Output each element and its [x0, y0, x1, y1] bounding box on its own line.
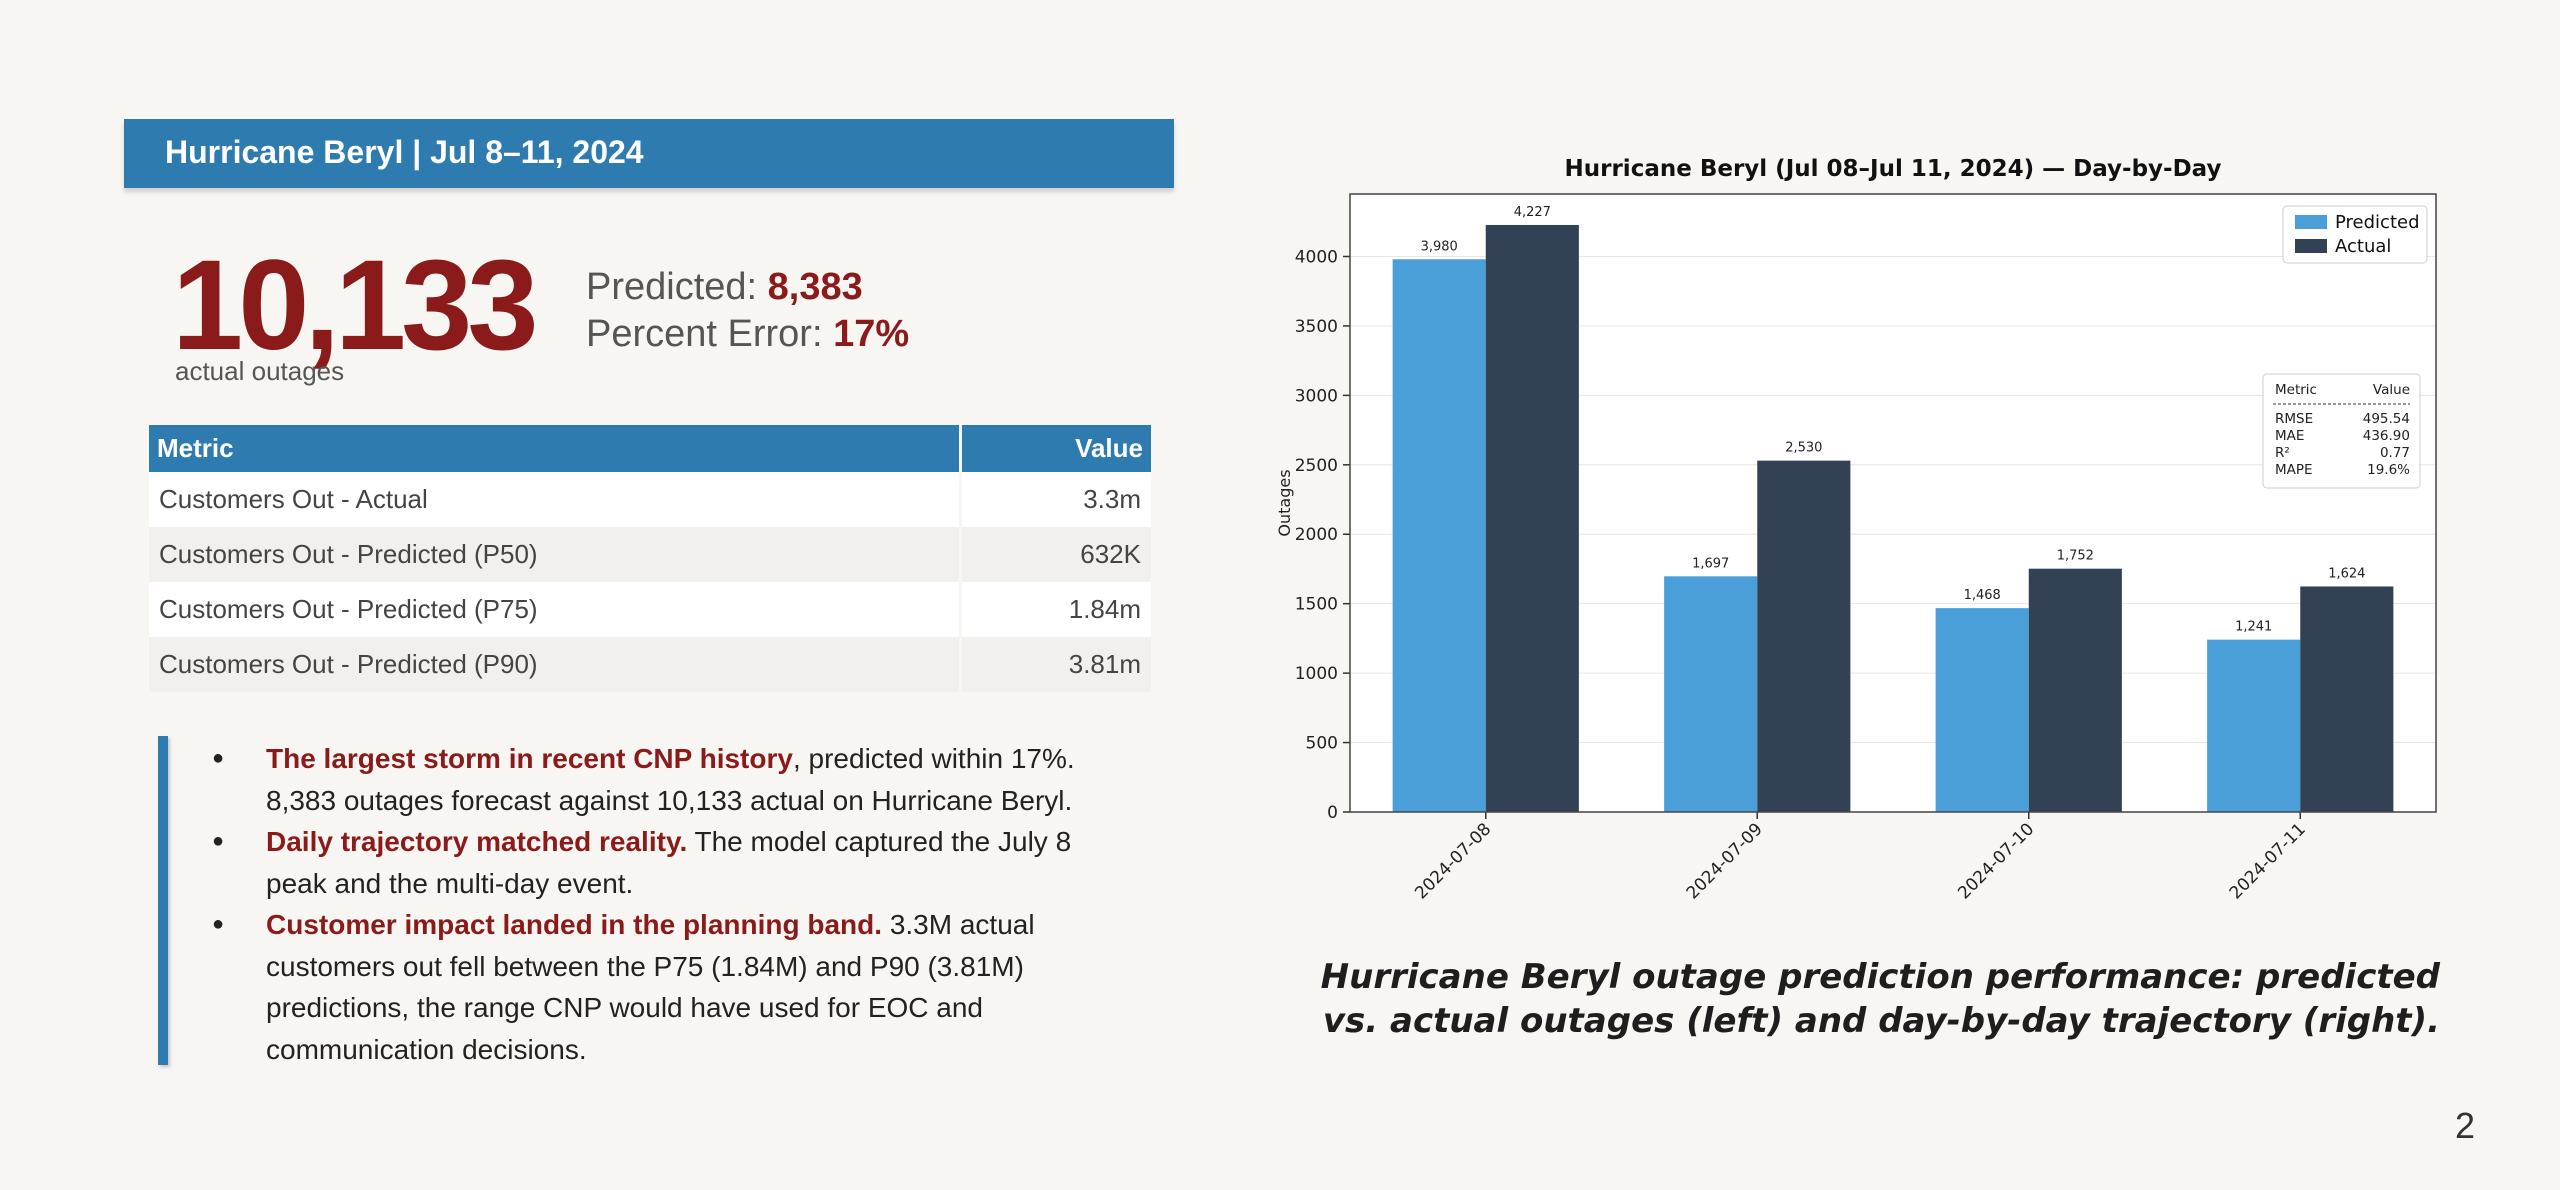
bullet-list: The largest storm in recent CNP history,… [212, 738, 1092, 1070]
bar [1664, 576, 1758, 812]
metrics-value: 495.54 [2363, 411, 2410, 427]
metrics-name: MAE [2275, 428, 2304, 444]
y-tick-label: 3000 [1295, 386, 1338, 406]
header-bar: Hurricane Beryl | Jul 8–11, 2024 [124, 119, 1174, 188]
bar [1392, 259, 1486, 812]
metrics-header: Metric [2275, 382, 2317, 398]
table-cell: 632K [959, 527, 1151, 582]
metrics-table: Metric Value Customers Out - Actual 3.3m Cu… [149, 425, 1151, 692]
bullet-bold: Daily trajectory matched reality. [266, 826, 688, 857]
chart: Hurricane Beryl (Jul 08–Jul 11, 2024) — … [1275, 156, 2437, 903]
legend-swatch [2295, 239, 2327, 253]
bullet: Customer impact landed in the planning b… [212, 904, 1092, 1070]
summary-label: Percent Error: [586, 313, 823, 355]
value-label: 1,624 [2328, 566, 2365, 581]
value-label: 1,468 [1964, 588, 2001, 603]
bullet: The largest storm in recent CNP history,… [212, 738, 1092, 821]
bullet-bold: The largest storm in recent CNP history [266, 743, 793, 774]
y-tick-label: 1000 [1295, 664, 1338, 684]
bullet-bold: Customer impact landed in the planning b… [266, 909, 883, 940]
axes-frame [1349, 193, 2437, 813]
headline-caption: actual outages [175, 356, 345, 386]
bar [2300, 586, 2394, 812]
y-tick-label: 2000 [1295, 525, 1338, 545]
bullet-text: 3.3M actual customers out fell between t… [266, 909, 1035, 1065]
headline-value: 10,133 [172, 234, 538, 377]
table-cell: Customers Out - Actual [149, 472, 961, 527]
summary-label: Predicted: [586, 266, 758, 308]
y-tick-label: 3500 [1295, 317, 1338, 337]
table-row: Customers Out - Actual 3.3m [149, 472, 1151, 527]
metrics-name: R² [2275, 445, 2290, 461]
caption: Hurricane Beryl outage prediction perfor… [1320, 957, 2440, 1041]
table-cell: 3.81m [959, 637, 1151, 692]
summary-line: Predicted: 8,383 [586, 266, 863, 309]
bar [2207, 639, 2301, 812]
bullet-text: , predicted within 17%. 8,383 outages fo… [266, 743, 1075, 816]
metrics-value: 0.77 [2380, 445, 2410, 461]
y-axis-label: Outages [1275, 469, 1294, 536]
x-tick-label: 2024-07-11 [2226, 819, 2310, 903]
x-tick-label: 2024-07-10 [1954, 819, 2038, 903]
bar [1485, 224, 1579, 813]
x-tick-label: 2024-07-08 [1411, 819, 1495, 903]
value-label: 2,530 [1785, 441, 1822, 456]
value-label: 1,241 [2235, 620, 2272, 635]
metrics-name: MAPE [2275, 462, 2313, 478]
bullet-text: The model captured the July 8 peak and t… [266, 826, 1072, 899]
table-cell: Customers Out - Predicted (P75) [149, 582, 961, 637]
legend-swatch [2295, 215, 2327, 229]
metrics-box [2262, 373, 2421, 489]
table-cell: 1.84m [959, 582, 1151, 637]
chart-title: Hurricane Beryl (Jul 08–Jul 11, 2024) — … [1565, 156, 2222, 182]
table-cell: Customers Out - Predicted (P90) [149, 637, 961, 692]
column-header: Value [959, 425, 1151, 472]
x-tick-label: 2024-07-09 [1683, 819, 1767, 903]
value-label: 3,980 [1421, 239, 1458, 254]
bar [1757, 460, 1851, 812]
table-cell: 3.3m [959, 472, 1151, 527]
value-label: 1,752 [2057, 549, 2094, 564]
bullet: Daily trajectory matched reality. The mo… [212, 821, 1092, 904]
metrics-header: Value [2373, 382, 2410, 398]
metrics-value: 436.90 [2363, 428, 2410, 444]
y-tick-label: 4000 [1295, 247, 1338, 267]
summary-value: 8,383 [767, 266, 863, 308]
page-number: 2 [2455, 1105, 2476, 1146]
column-header: Metric [149, 425, 961, 472]
metrics-name: RMSE [2275, 411, 2313, 427]
y-tick-label: 500 [1306, 734, 1338, 754]
header-title: Hurricane Beryl | Jul 8–11, 2024 [165, 134, 644, 170]
table-row: Customers Out - Predicted (P90) 3.81m [149, 637, 1151, 692]
metrics-value: 19.6% [2367, 462, 2410, 478]
table-cell: Customers Out - Predicted (P50) [149, 527, 961, 582]
legend-label: Predicted [2335, 212, 2420, 233]
summary-line: Percent Error: 17% [586, 313, 909, 356]
summary-value: 17% [833, 313, 910, 355]
y-tick-label: 1500 [1295, 595, 1338, 615]
value-label: 4,227 [1514, 205, 1551, 220]
y-tick-label: 0 [1327, 803, 1338, 823]
bar [2028, 568, 2122, 812]
table-row: Customers Out - Predicted (P50) 632K [149, 527, 1151, 582]
accent-bar [158, 736, 168, 1065]
y-tick-label: 2500 [1295, 456, 1338, 476]
table-row: Customers Out - Predicted (P75) 1.84m [149, 582, 1151, 637]
bar [1935, 608, 2029, 812]
value-label: 1,697 [1692, 556, 1729, 571]
legend-label: Actual [2335, 236, 2391, 257]
